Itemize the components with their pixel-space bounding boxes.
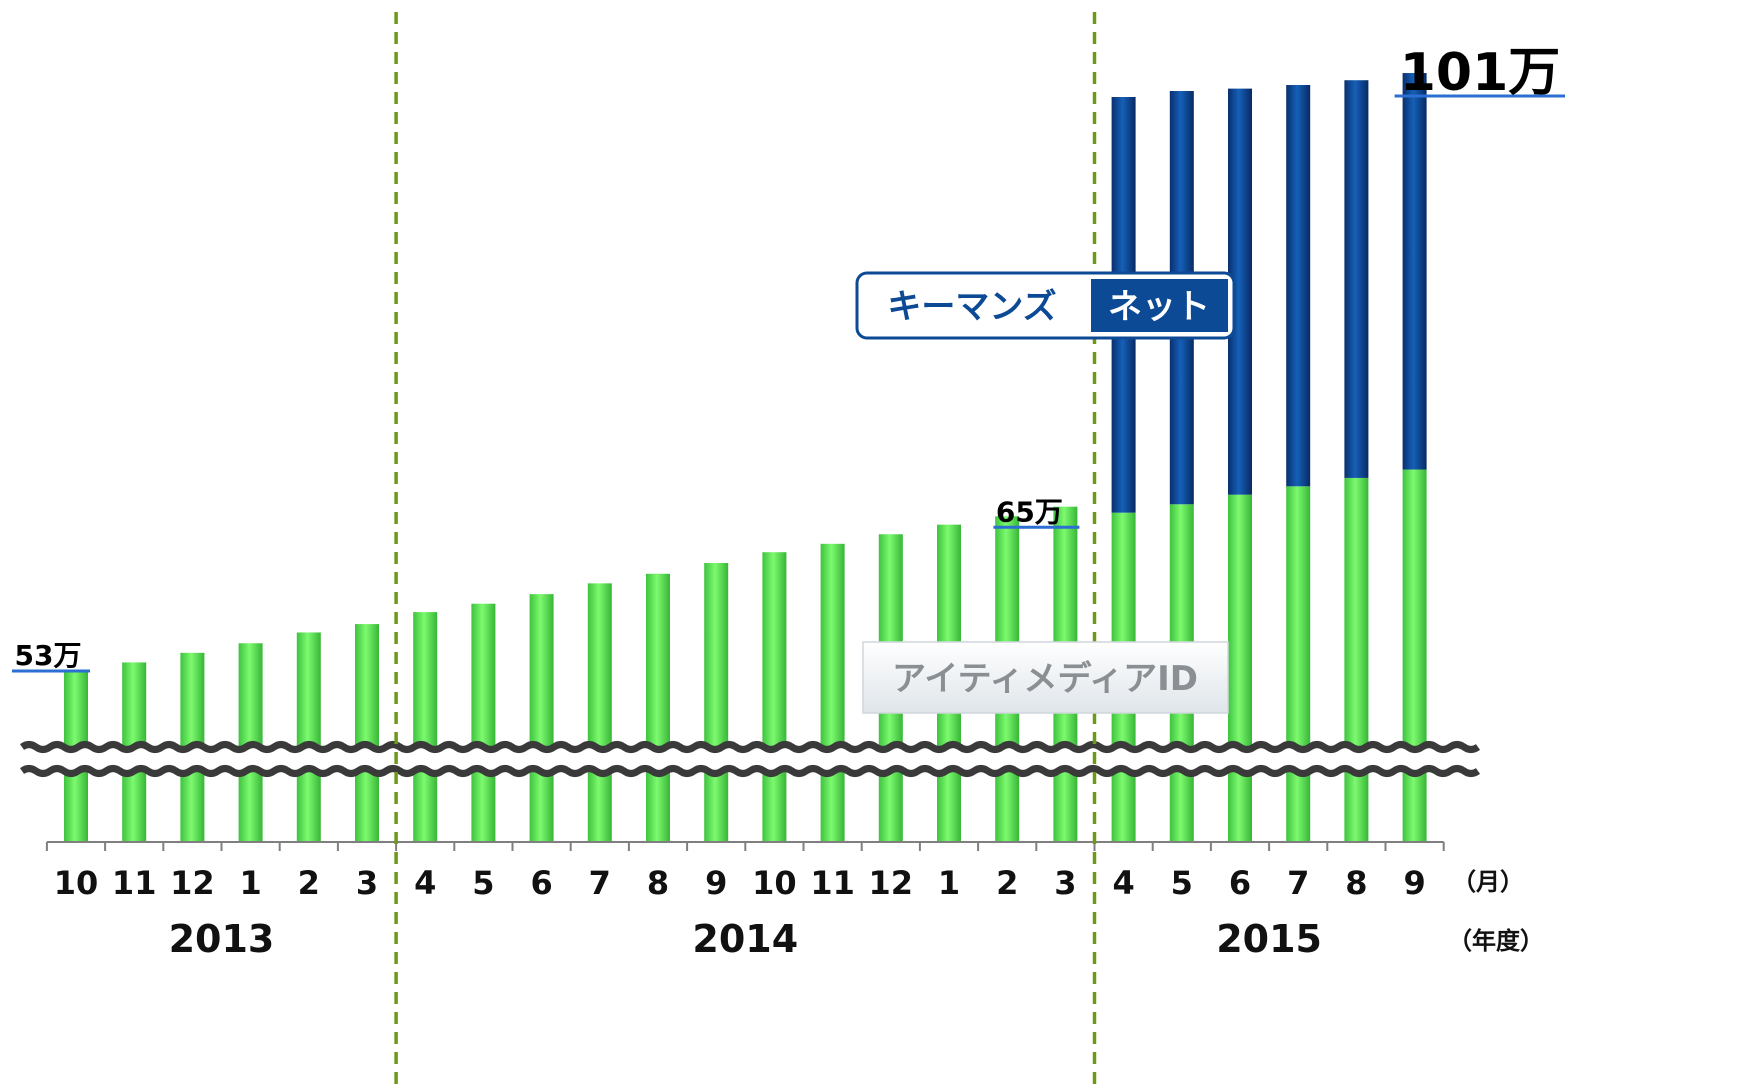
x-tick-label: 10: [752, 864, 797, 902]
bars-group: [64, 73, 1427, 842]
x-tick-label: 4: [1112, 864, 1134, 902]
x-tick-label: 8: [1345, 864, 1367, 902]
x-tick-label: 2: [298, 864, 320, 902]
x-tick-label: 5: [1171, 864, 1193, 902]
bar-segment-green: [1286, 486, 1311, 842]
bar-segment-green: [529, 594, 554, 842]
value-callout-label: 65万: [996, 495, 1063, 528]
fiscal-year-label: 2014: [692, 917, 798, 961]
x-tick-label: 7: [1287, 864, 1309, 902]
bar-segment-green: [1402, 469, 1427, 842]
year-unit-label: （年度）: [1448, 927, 1544, 955]
value-callout-label: 101万: [1400, 43, 1561, 103]
axis-break-marks: [19, 741, 1481, 777]
x-tick-label: 10: [54, 864, 99, 902]
x-tick-label: 3: [1054, 864, 1076, 902]
itmedia-badge-frame: [862, 641, 1229, 714]
x-tick-label: 5: [472, 864, 494, 902]
x-tick-label: 3: [356, 864, 378, 902]
tick-labels: 10 11 12 1 2 3 4 5 6 7 8 9 10 11 12 1 2 3 4 5 6 7 8 9 （月）（年度）201…: [54, 864, 1544, 961]
x-tick-label: 12: [869, 864, 914, 902]
x-tick-label: 9: [1403, 864, 1425, 902]
x-tick-label: 11: [112, 864, 157, 902]
bar-segment-green: [762, 552, 787, 842]
bar-segment-green: [820, 543, 845, 842]
bar-segment-green: [413, 612, 438, 842]
x-tick-label: 2: [996, 864, 1018, 902]
x-tick-label: 1: [938, 864, 960, 902]
month-unit-label: （月）: [1452, 868, 1524, 896]
x-tick-label: 7: [589, 864, 611, 902]
x-axis: [45, 841, 1445, 851]
keymans-badge-text-part2: ネット: [1108, 287, 1210, 327]
bar-segment-green: [1344, 477, 1369, 842]
x-tick-label: 6: [530, 864, 552, 902]
x-tick-label: 8: [647, 864, 669, 902]
axis-break-wave-upper: [19, 741, 1481, 753]
bar-segment-green: [296, 632, 321, 842]
bar-segment-green: [646, 573, 670, 842]
bar-segment-green: [587, 583, 612, 842]
x-tick-label: 12: [170, 864, 215, 902]
x-tick-label: 11: [810, 864, 855, 902]
bar-segment-green: [471, 603, 496, 842]
value-callouts: 53万 65万 101万: [12, 43, 1565, 673]
x-tick-label: 1: [239, 864, 261, 902]
bar-segment-blue: [1286, 85, 1311, 487]
axis-break-wave-lower: [19, 765, 1481, 777]
x-tick-label: 6: [1229, 864, 1251, 902]
keymans-badge-blue-box: [1091, 279, 1228, 332]
bar-segment-green: [704, 562, 729, 842]
bar-segment-green: [1228, 494, 1252, 842]
bar-segment-green: [355, 624, 379, 842]
keymans-badge-text-part1: キーマンズ: [887, 287, 1056, 327]
bar-segment-blue: [1344, 80, 1369, 478]
value-callout-label: 53万: [15, 639, 82, 672]
itmedia-badge-text: アイティメディアID: [892, 659, 1198, 699]
fiscal-year-label: 2015: [1216, 917, 1322, 961]
x-tick-label: 4: [414, 864, 436, 902]
x-tick-label: 9: [705, 864, 727, 902]
bar-segment-blue: [1402, 73, 1427, 470]
fiscal-year-label: 2013: [169, 917, 275, 961]
